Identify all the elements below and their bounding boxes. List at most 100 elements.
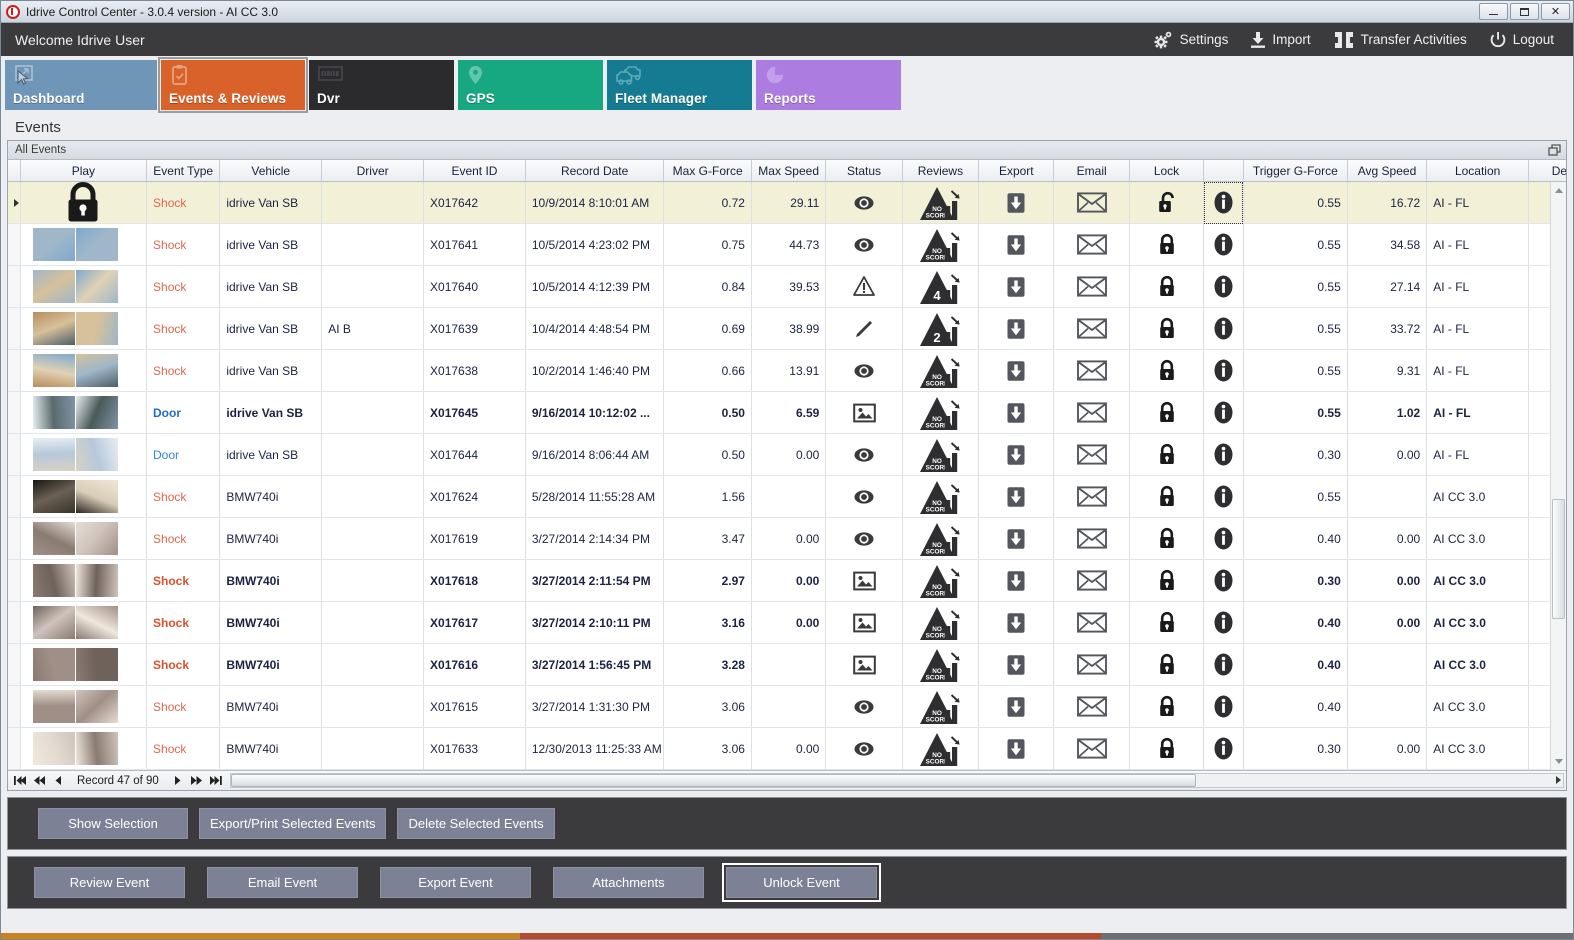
header-play[interactable]: Play xyxy=(20,159,148,183)
info-icon[interactable] xyxy=(1210,518,1237,559)
email-cell[interactable] xyxy=(1053,685,1130,729)
info-cell[interactable] xyxy=(1203,559,1244,603)
play-cell[interactable] xyxy=(20,727,148,771)
row-indicator[interactable] xyxy=(8,433,21,477)
status-cell[interactable] xyxy=(825,559,903,603)
email-cell[interactable] xyxy=(1053,475,1130,519)
driver-score-icon[interactable]: NO SCORE xyxy=(909,728,972,769)
lock-cell[interactable] xyxy=(1129,307,1205,351)
eye-icon[interactable] xyxy=(832,434,895,475)
table-row[interactable]: Shock idrive Van SB X017640 10/5/2014 4:12:… xyxy=(8,265,1566,309)
info-icon[interactable] xyxy=(1210,350,1237,391)
header-event-id[interactable]: Event ID xyxy=(423,159,526,183)
envelope-icon[interactable] xyxy=(1060,518,1122,559)
row-indicator[interactable] xyxy=(8,727,21,771)
transfer-activities-button[interactable]: Transfer Activities xyxy=(1322,23,1478,56)
scroll-up-icon[interactable] xyxy=(1551,182,1566,199)
grid-scroll-area[interactable]: Play Event Type Vehicle Driver Event ID … xyxy=(8,159,1566,771)
export-download-icon[interactable] xyxy=(985,224,1047,265)
export-download-icon[interactable] xyxy=(985,392,1047,433)
table-row[interactable]: Door idrive Van SB X017645 9/16/2014 10:12:… xyxy=(8,391,1566,435)
info-cell[interactable] xyxy=(1203,349,1244,393)
video-thumbnails[interactable] xyxy=(21,396,146,430)
email-event-button[interactable]: Email Event xyxy=(207,867,358,898)
driver-score-icon[interactable]: NO SCORE xyxy=(909,350,972,391)
thumbnail-front[interactable] xyxy=(32,522,75,556)
envelope-icon[interactable] xyxy=(1060,560,1122,601)
status-cell[interactable] xyxy=(825,517,903,561)
expand-grid-icon[interactable] xyxy=(1548,144,1561,157)
export-cell[interactable] xyxy=(978,181,1055,225)
info-cell[interactable] xyxy=(1203,433,1244,477)
header-reviews[interactable]: Reviews xyxy=(902,159,980,183)
export-cell[interactable] xyxy=(978,559,1055,603)
driver-score-icon[interactable]: NO SCORE xyxy=(909,392,972,433)
info-icon[interactable] xyxy=(1210,560,1237,601)
image-icon[interactable] xyxy=(832,644,895,685)
video-thumbnails[interactable] xyxy=(21,270,146,304)
thumbnail-front[interactable] xyxy=(32,648,75,682)
video-thumbnails[interactable] xyxy=(21,732,146,766)
reviews-cell[interactable]: 2 xyxy=(902,307,980,351)
unlock-event-button[interactable]: Unlock Event xyxy=(722,863,881,902)
export-cell[interactable] xyxy=(978,349,1055,393)
status-cell[interactable] xyxy=(825,349,903,393)
header-department[interactable]: Departme xyxy=(1528,159,1566,183)
status-cell[interactable] xyxy=(825,307,903,351)
play-cell[interactable] xyxy=(20,559,148,603)
export-print-selected-button[interactable]: Export/Print Selected Events xyxy=(199,808,387,839)
info-cell[interactable] xyxy=(1203,265,1244,309)
nav-tile-fleet-manager[interactable]: Fleet Manager xyxy=(607,60,752,110)
driver-score-icon[interactable]: 2 xyxy=(909,308,972,349)
next-record-button[interactable] xyxy=(169,772,186,789)
play-cell[interactable] xyxy=(20,601,148,645)
row-indicator[interactable] xyxy=(8,391,21,435)
thumbnail-cabin[interactable] xyxy=(75,228,118,262)
table-row[interactable]: Shock BMW740i X017618 3/27/2014 2:11:54 PM 2… xyxy=(8,559,1566,603)
lock-cell[interactable] xyxy=(1129,601,1205,645)
thumbnail-front[interactable] xyxy=(32,228,75,262)
lock-cell[interactable] xyxy=(1129,517,1205,561)
email-cell[interactable] xyxy=(1053,517,1130,561)
grid-vertical-scrollbar[interactable] xyxy=(1550,181,1566,771)
export-cell[interactable] xyxy=(978,307,1055,351)
thumbnail-front[interactable] xyxy=(32,312,75,346)
email-cell[interactable] xyxy=(1053,559,1130,603)
import-button[interactable]: Import xyxy=(1239,23,1321,56)
reviews-cell[interactable]: 4 xyxy=(902,265,980,309)
export-download-icon[interactable] xyxy=(985,350,1047,391)
lock-cell[interactable] xyxy=(1129,643,1205,687)
thumbnail-front[interactable] xyxy=(32,354,75,388)
delete-selected-button[interactable]: Delete Selected Events xyxy=(397,808,555,839)
lock-cell[interactable] xyxy=(1129,559,1205,603)
last-record-button[interactable] xyxy=(207,772,224,789)
info-icon[interactable] xyxy=(1210,224,1237,265)
lock-cell[interactable] xyxy=(1129,349,1205,393)
eye-icon[interactable] xyxy=(832,476,895,517)
driver-score-icon[interactable]: NO SCORE xyxy=(909,518,972,559)
nav-tile-dvr[interactable]: Dvr xyxy=(309,60,454,110)
play-cell[interactable] xyxy=(20,181,148,225)
lock-cell[interactable] xyxy=(1129,223,1205,267)
info-cell[interactable] xyxy=(1203,727,1244,771)
thumbnail-cabin[interactable] xyxy=(75,648,118,682)
export-download-icon[interactable] xyxy=(985,518,1047,559)
image-icon[interactable] xyxy=(832,392,895,433)
table-row[interactable]: Shock idrive Van SB AI B X017639 10/4/2014 4… xyxy=(8,307,1566,351)
email-cell[interactable] xyxy=(1053,349,1130,393)
export-download-icon[interactable] xyxy=(985,434,1047,475)
play-cell[interactable] xyxy=(20,433,148,477)
row-indicator[interactable] xyxy=(8,769,21,771)
row-indicator[interactable] xyxy=(8,349,21,393)
info-icon[interactable] xyxy=(1210,266,1237,307)
envelope-icon[interactable] xyxy=(1060,266,1122,307)
minimize-button[interactable] xyxy=(1479,3,1508,20)
header-info[interactable] xyxy=(1203,159,1244,183)
status-cell[interactable] xyxy=(825,265,903,309)
play-cell[interactable] xyxy=(20,349,148,393)
export-download-icon[interactable] xyxy=(985,728,1047,769)
